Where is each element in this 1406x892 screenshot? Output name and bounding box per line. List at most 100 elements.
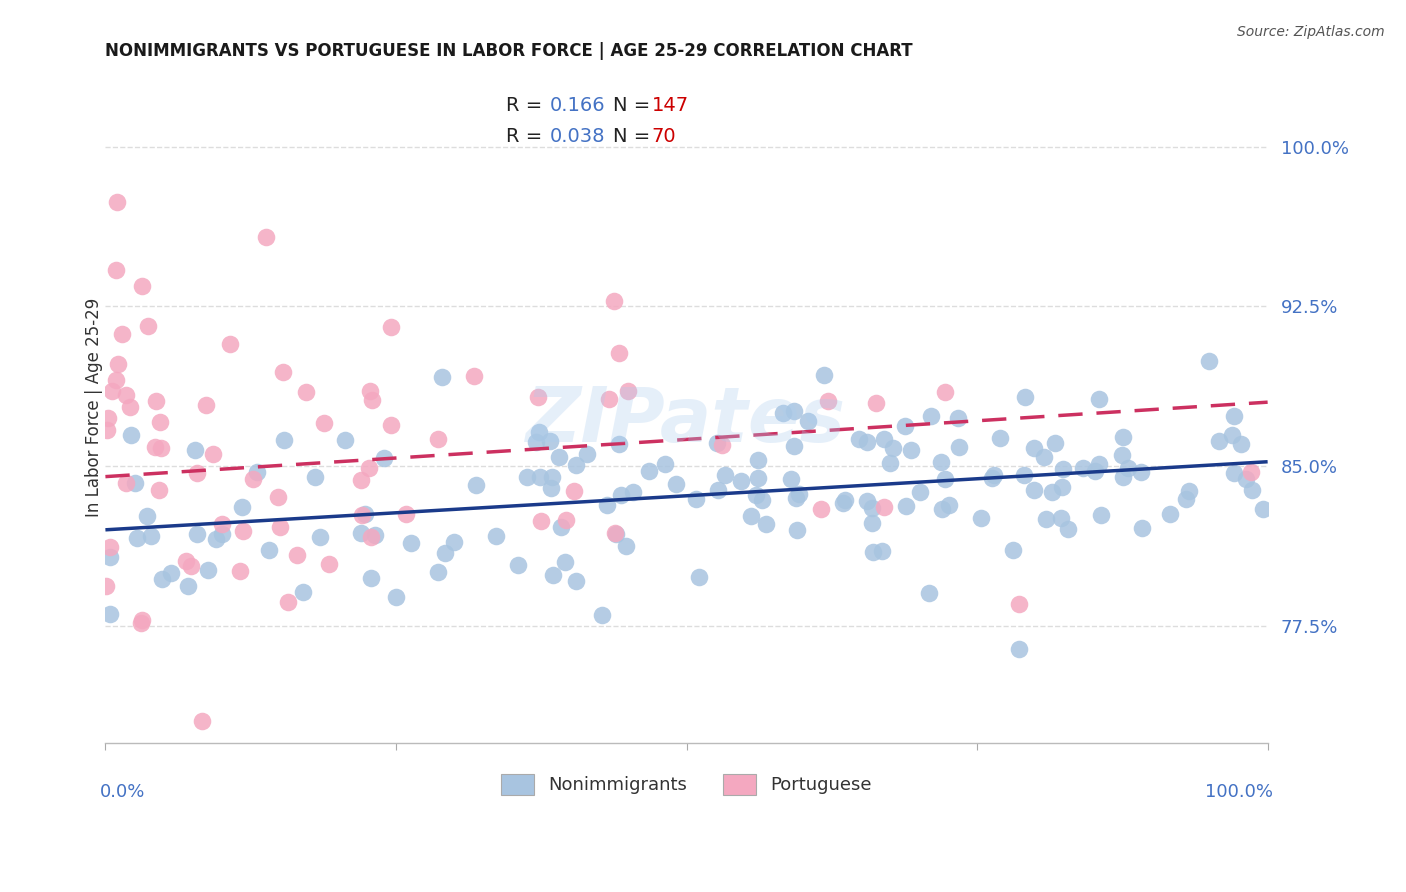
Point: [714, 467, 737, 482]
Point: [443, 535, 465, 549]
Text: NONIMMIGRANTS VS PORTUGUESE IN LABOR FORCE | AGE 25-29 CORRELATION CHART: NONIMMIGRANTS VS PORTUGUESE IN LABOR FOR…: [105, 42, 912, 60]
Point: [860, 500, 883, 515]
Point: [564, 574, 586, 588]
Point: [1130, 465, 1153, 479]
Point: [194, 398, 217, 412]
Point: [202, 447, 225, 461]
Point: [1112, 430, 1135, 444]
Point: [772, 407, 794, 421]
Point: [1229, 437, 1251, 451]
Point: [277, 595, 299, 609]
Point: [797, 414, 820, 428]
Point: [107, 357, 129, 371]
Point: [685, 492, 707, 507]
Point: [333, 433, 356, 447]
Text: 147: 147: [651, 95, 689, 115]
Point: [395, 507, 418, 521]
Point: [464, 478, 486, 492]
Point: [380, 320, 402, 334]
Point: [434, 546, 457, 560]
Point: [789, 487, 811, 501]
Point: [862, 545, 884, 559]
Point: [1116, 461, 1139, 475]
Legend: Nonimmigrants, Portuguese: Nonimmigrants, Portuguese: [492, 765, 880, 804]
Point: [516, 470, 538, 484]
Point: [1223, 409, 1246, 423]
Point: [271, 365, 294, 379]
Point: [908, 484, 931, 499]
Point: [541, 568, 564, 582]
Point: [232, 524, 254, 538]
Point: [211, 527, 233, 541]
Point: [614, 539, 637, 553]
Point: [745, 488, 768, 502]
Point: [149, 415, 172, 429]
Point: [946, 411, 969, 425]
Point: [688, 569, 710, 583]
Point: [938, 498, 960, 512]
Point: [242, 472, 264, 486]
Point: [1049, 511, 1071, 525]
Point: [463, 368, 485, 383]
Point: [988, 431, 1011, 445]
Point: [257, 543, 280, 558]
Point: [186, 467, 208, 481]
Point: [981, 471, 1004, 485]
Point: [125, 532, 148, 546]
Point: [931, 502, 953, 516]
Point: [1253, 501, 1275, 516]
Point: [1045, 436, 1067, 450]
Point: [269, 519, 291, 533]
Point: [1175, 491, 1198, 506]
Point: [104, 262, 127, 277]
Point: [530, 514, 553, 528]
Point: [524, 434, 547, 449]
Point: [318, 558, 340, 572]
Point: [426, 433, 449, 447]
Point: [380, 418, 402, 433]
Point: [920, 409, 942, 424]
Point: [848, 432, 870, 446]
Point: [896, 499, 918, 513]
Point: [360, 530, 382, 544]
Point: [817, 394, 839, 409]
Point: [273, 433, 295, 447]
Point: [149, 441, 172, 455]
Point: [231, 500, 253, 515]
Point: [186, 527, 208, 541]
Text: N =: N =: [613, 95, 657, 115]
Point: [882, 441, 904, 455]
Point: [751, 493, 773, 508]
Text: 100.0%: 100.0%: [1205, 783, 1274, 801]
Point: [131, 279, 153, 293]
Text: 70: 70: [651, 127, 676, 145]
Point: [364, 528, 387, 542]
Point: [538, 434, 561, 448]
Text: 0.038: 0.038: [550, 127, 605, 145]
Text: 0.0%: 0.0%: [100, 783, 145, 801]
Point: [1208, 434, 1230, 448]
Point: [873, 432, 896, 446]
Point: [285, 549, 308, 563]
Point: [1002, 542, 1025, 557]
Point: [1050, 480, 1073, 494]
Point: [427, 565, 450, 579]
Point: [98, 540, 121, 554]
Point: [430, 370, 453, 384]
Point: [983, 468, 1005, 483]
Text: R =: R =: [506, 127, 548, 145]
Point: [399, 536, 422, 550]
Point: [354, 508, 377, 522]
Point: [359, 461, 381, 475]
Point: [136, 318, 159, 333]
Point: [254, 229, 277, 244]
Point: [637, 464, 659, 478]
Point: [782, 439, 804, 453]
Point: [145, 394, 167, 409]
Point: [508, 558, 530, 572]
Point: [1057, 522, 1080, 536]
Point: [1220, 427, 1243, 442]
Point: [747, 453, 769, 467]
Point: [856, 494, 879, 508]
Point: [97, 410, 120, 425]
